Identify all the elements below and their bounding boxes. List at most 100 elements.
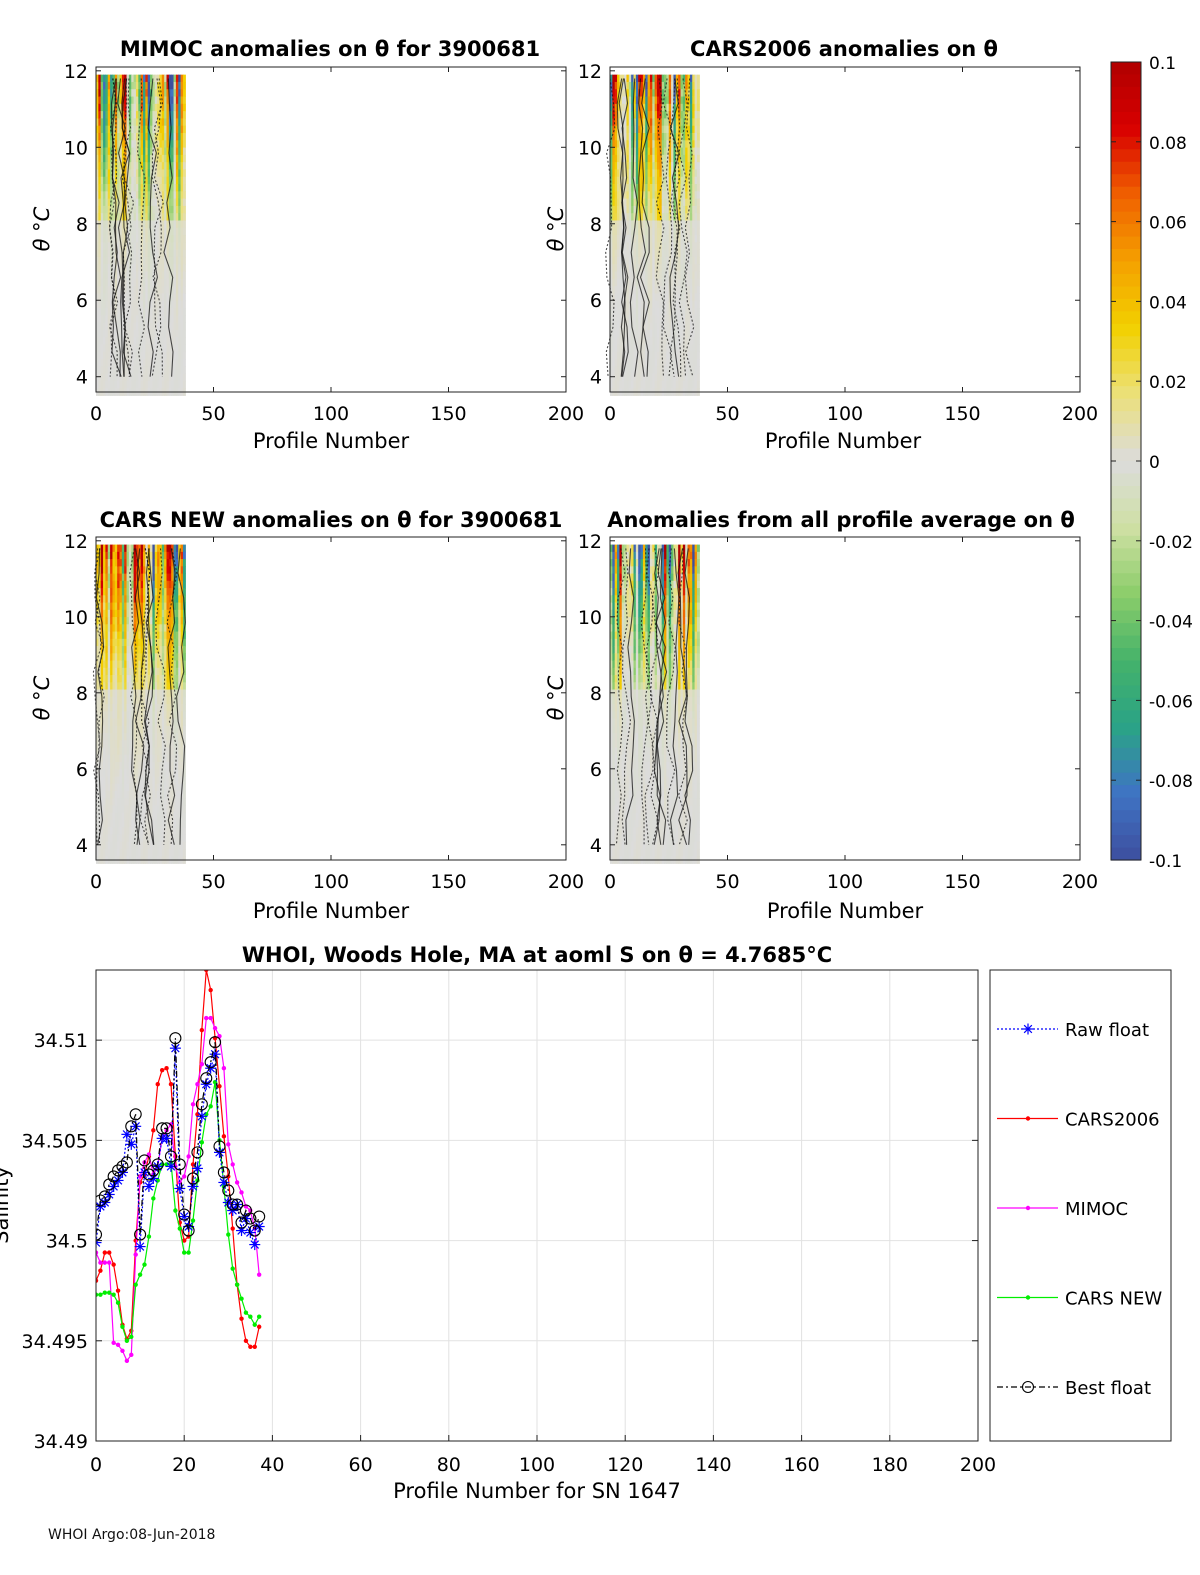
heatmap-cell	[98, 198, 102, 207]
heatmap-cell	[126, 559, 130, 567]
heatmap-cell	[175, 754, 179, 763]
heatmap-cell	[138, 747, 142, 756]
heatmap-cell	[171, 176, 175, 185]
heatmap-cell	[159, 827, 163, 835]
heatmap-cell	[157, 300, 161, 309]
heatmap-cell	[610, 140, 613, 148]
heatmap-cell	[135, 162, 139, 170]
heatmap-cell	[107, 162, 111, 170]
heatmap-cell	[128, 242, 132, 251]
heatmap-cell	[150, 220, 153, 229]
heatmap-cell	[96, 373, 99, 382]
heatmap-cell	[121, 769, 125, 777]
heatmap-cell	[649, 220, 653, 229]
heatmap-cell	[173, 307, 177, 316]
heatmap-cell	[100, 307, 104, 316]
heatmap-cell	[635, 169, 639, 178]
heatmap-cell	[138, 769, 142, 777]
heatmap-cell	[119, 373, 123, 382]
heatmap-cell	[154, 573, 158, 582]
heatmap-cell	[154, 154, 158, 163]
heatmap-cell	[180, 256, 184, 265]
contour-line	[684, 78, 695, 377]
heatmap-cell	[117, 307, 121, 316]
heatmap-cell	[180, 191, 184, 200]
heatmap-cell	[143, 307, 146, 316]
heatmap-cell	[645, 286, 649, 294]
heatmap-cell	[652, 89, 656, 97]
heatmap-cell	[112, 646, 116, 654]
heatmap-cell	[152, 776, 156, 785]
heatmap-cell	[178, 213, 182, 221]
heatmap-cell	[610, 278, 613, 287]
heatmap-cell	[110, 191, 114, 200]
heatmap-cell	[110, 798, 114, 806]
heatmap-cell	[173, 81, 177, 90]
heatmap-cell	[161, 373, 165, 382]
heatmap-cell	[107, 798, 111, 806]
heatmap-cell	[610, 351, 613, 360]
heatmap-cell	[164, 544, 168, 553]
heatmap-cell	[617, 278, 620, 287]
heatmap-cell	[619, 103, 623, 112]
heatmap-cell	[612, 169, 616, 178]
heatmap-cell	[173, 380, 177, 389]
heatmap-cell	[171, 373, 175, 382]
heatmap-cell	[664, 147, 667, 156]
heatmap-cell	[687, 169, 691, 178]
heatmap-cell	[98, 351, 102, 360]
heatmap-cell	[152, 293, 156, 302]
heatmap-cell	[131, 588, 135, 596]
heatmap-cell	[98, 689, 102, 698]
heatmap-cell	[105, 624, 109, 632]
heatmap-cell	[138, 754, 142, 763]
heatmap-cell	[696, 337, 700, 345]
heatmap-cell	[171, 682, 175, 690]
heatmap-cell	[119, 278, 123, 287]
heatmap-cell	[138, 660, 142, 669]
heatmap-cell	[154, 242, 158, 251]
heatmap-cell	[685, 249, 689, 258]
heatmap-cell	[98, 205, 102, 214]
heatmap-cell	[140, 264, 144, 272]
heatmap-cell	[180, 118, 184, 127]
heatmap-cell	[671, 213, 675, 221]
heatmap-cell	[128, 118, 132, 127]
heatmap-cell	[124, 704, 128, 712]
heatmap-cell	[145, 631, 149, 640]
heatmap-cell	[682, 198, 686, 207]
heatmap-cell	[614, 329, 618, 338]
heatmap-cell	[117, 769, 121, 777]
heatmap-cell	[126, 264, 130, 272]
heatmap-cell	[145, 264, 149, 272]
heatmap-cell	[110, 704, 114, 712]
heatmap-cell	[112, 213, 116, 221]
heatmap-cell	[168, 256, 172, 265]
heatmap-cell	[642, 264, 646, 272]
heatmap-cell	[671, 256, 675, 265]
heatmap-cell	[175, 154, 179, 163]
heatmap-cell	[143, 689, 146, 698]
heatmap-cell	[182, 256, 186, 265]
heatmap-cell	[121, 380, 125, 389]
heatmap-cell	[103, 111, 106, 119]
heatmap-cell	[633, 132, 637, 141]
heatmap-cell	[105, 322, 109, 331]
heatmap-cell	[168, 96, 172, 105]
heatmap-cell	[661, 307, 665, 316]
heatmap-cell	[157, 783, 161, 792]
heatmap-cell	[107, 769, 111, 777]
heatmap-cell	[645, 235, 649, 243]
heatmap-cell	[175, 103, 179, 112]
heatmap-cell	[154, 638, 158, 647]
heatmap-cell	[161, 667, 165, 676]
heatmap-cell	[159, 235, 163, 243]
heatmap-cell	[178, 380, 182, 389]
heatmap-cell	[140, 322, 144, 331]
anomaly-heatmap	[96, 74, 186, 396]
heatmap-cell	[633, 359, 637, 367]
heatmap-cell	[171, 74, 175, 83]
heatmap-cell	[166, 544, 170, 553]
heatmap-cell	[173, 184, 177, 192]
heatmap-cell	[152, 711, 156, 719]
